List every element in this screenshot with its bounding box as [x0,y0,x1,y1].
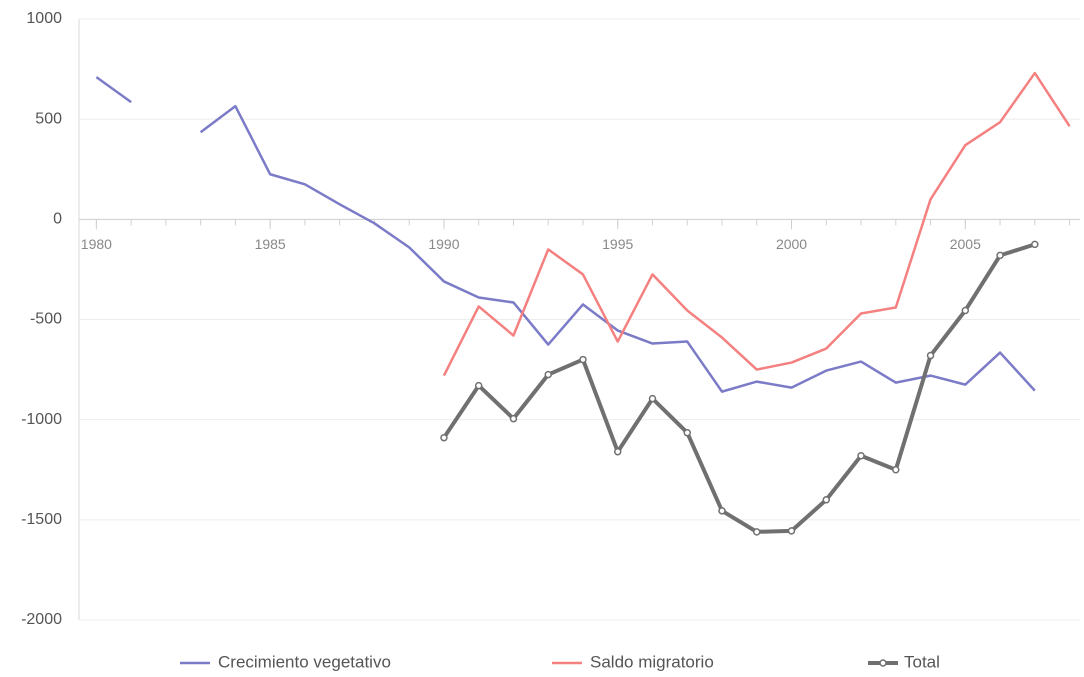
y-tick-label: 500 [35,110,62,127]
data-point [440,433,448,442]
data-point [474,381,483,390]
data-point [857,451,865,460]
data-point [1031,240,1039,249]
data-point [892,466,900,474]
y-tick-label: 1000 [26,10,62,27]
data-point [579,355,587,364]
data-point [718,507,726,515]
data-point [544,370,552,379]
y-tick-label: -2000 [21,611,62,628]
data-point [648,394,657,403]
y-tick-label: -1000 [21,411,62,428]
y-tick-label: -1500 [21,511,62,528]
series-line [95,76,1036,393]
series-line [442,242,1036,534]
data-point [926,351,935,360]
legend-marker [879,659,887,667]
data-point [683,428,691,437]
x-tick-label: 1985 [255,236,286,252]
data-point [822,496,831,504]
x-tick-label: 1980 [81,236,112,252]
data-point [787,527,796,535]
data-point [613,447,622,456]
y-tick-label: -500 [30,311,62,328]
data-point [509,414,518,423]
data-point [996,251,1004,260]
series-line [442,71,1071,377]
legend-label: Total [904,652,940,671]
x-tick-label: 2000 [776,236,807,252]
data-point [961,306,970,315]
y-tick-label: 0 [53,211,62,228]
legend-label: Crecimiento vegetativo [218,652,391,671]
x-tick-label: 1995 [602,236,633,252]
x-tick-label: 2005 [950,236,981,252]
x-tick-label: 1990 [428,236,459,252]
legend-label: Saldo migratorio [590,652,714,671]
data-point [753,528,761,536]
